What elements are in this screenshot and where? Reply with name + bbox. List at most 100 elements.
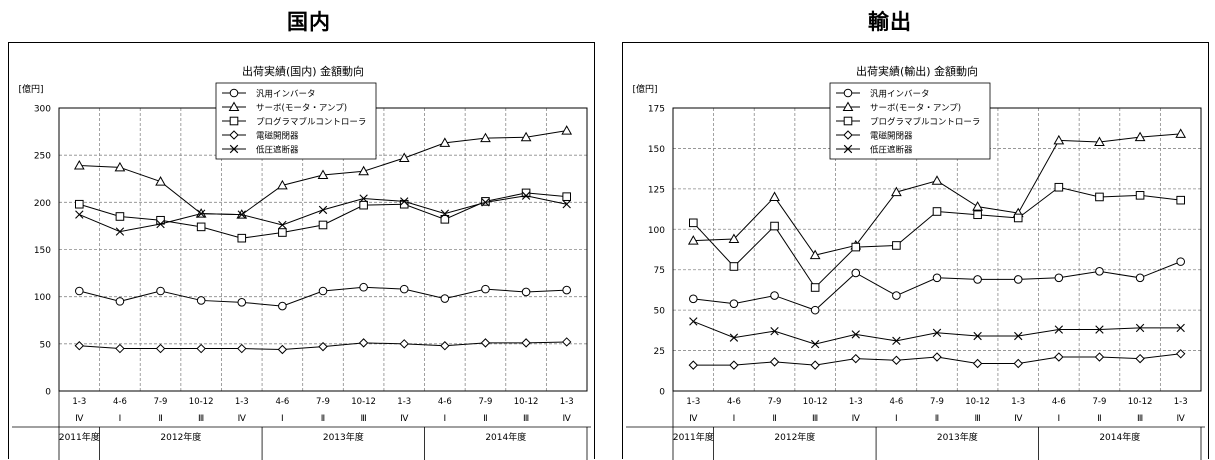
chart-title: 出荷実績(輸出) 金額動向	[856, 64, 978, 78]
legend-entry: 汎用インバータ	[256, 90, 316, 100]
legend-marker	[229, 88, 239, 98]
data-point	[810, 305, 820, 315]
data-point	[277, 179, 288, 190]
data-point	[481, 197, 490, 206]
fiscal-year-label: 2011年度	[59, 431, 100, 443]
y-tick-label: 200	[34, 199, 51, 209]
data-point	[562, 192, 571, 201]
data-point	[115, 212, 125, 221]
data-point	[973, 210, 982, 220]
data-point	[237, 233, 247, 243]
data-point	[769, 357, 780, 367]
quarter-label: Ⅰ	[119, 414, 122, 424]
data-point	[769, 191, 780, 201]
data-point	[1135, 273, 1145, 283]
y-tick-label: 25	[654, 347, 665, 357]
quarter-label: Ⅰ	[1058, 414, 1061, 424]
data-point	[851, 242, 861, 252]
data-point	[1134, 131, 1146, 142]
data-point	[318, 205, 328, 215]
legend-marker	[843, 130, 853, 140]
data-point	[1095, 192, 1104, 202]
quarter-label: Ⅱ	[772, 414, 776, 424]
x-tick-label: 1-3	[235, 397, 249, 407]
legend-entry: サーボ(モータ・アンプ)	[870, 104, 961, 114]
legend-marker	[842, 101, 854, 111]
quarter-label: Ⅱ	[483, 414, 487, 424]
quarter-label: Ⅳ	[400, 414, 409, 424]
legend-marker	[229, 116, 239, 126]
data-point	[521, 338, 531, 348]
data-point	[1176, 257, 1185, 266]
quarter-label: Ⅳ	[1014, 414, 1023, 424]
domestic-chart-panel: 出荷実績(国内) 金額動向 [億円] 0 50 100 150 200 250 300 1-3 Ⅳ 4…	[8, 42, 595, 460]
quarter-label: Ⅳ	[689, 414, 698, 424]
y-tick-label: 125	[648, 185, 665, 195]
data-point	[317, 169, 329, 179]
y-tick-label: 75	[654, 266, 665, 276]
quarter-label: Ⅳ	[238, 414, 247, 424]
data-point	[278, 220, 287, 230]
data-point	[729, 333, 739, 342]
data-point	[196, 343, 206, 354]
x-tick-label: 4-6	[727, 397, 741, 407]
data-point	[358, 165, 369, 176]
legend-entry: プログラマブルコントローラ	[256, 117, 366, 128]
data-point	[318, 286, 328, 296]
y-tick-label: 50	[654, 307, 666, 317]
y-axis-label: [億円]	[632, 83, 657, 95]
x-tick-label: 1-3	[560, 397, 574, 407]
x-tick-label: 10-12	[965, 397, 990, 407]
data-point	[115, 343, 125, 354]
fiscal-year-label: 2012年度	[774, 431, 815, 443]
data-point	[156, 219, 165, 229]
data-point	[562, 285, 571, 295]
x-tick-label: 7-9	[479, 397, 493, 407]
data-point	[810, 360, 820, 370]
data-point	[480, 132, 491, 143]
data-point	[729, 262, 739, 271]
export-heading: 輸出	[868, 10, 912, 34]
data-point	[770, 221, 779, 231]
data-point	[1095, 325, 1104, 334]
data-point	[972, 201, 983, 211]
data-point	[359, 200, 368, 210]
quarter-label: Ⅳ	[1177, 414, 1186, 424]
x-tick-label: 7-9	[768, 397, 782, 407]
data-point	[851, 268, 861, 278]
x-tick-label: 7-9	[930, 397, 944, 407]
legend-marker	[843, 88, 853, 98]
x-tick-label: 7-9	[316, 397, 330, 407]
y-tick-label: 100	[648, 226, 665, 236]
x-tick-label: 1-3	[686, 397, 700, 407]
data-point	[115, 227, 125, 236]
data-point	[521, 188, 531, 198]
export-chart: 出荷実績(輸出) 金額動向 [億円] 0 25 50 75 100 125 150 175 1-3 Ⅳ…	[626, 64, 1205, 460]
x-tick-label: 4-6	[889, 397, 903, 407]
quarter-label: Ⅱ	[321, 414, 325, 424]
domestic-chart: 出荷実績(国内) 金額動向 [億円] 0 50 100 150 200 250 300 1-3 Ⅳ 4…	[12, 64, 591, 460]
data-point	[196, 296, 206, 305]
x-tick-label: 4-6	[1052, 397, 1066, 407]
data-point	[318, 341, 328, 352]
legend-entry: サーボ(モータ・アンプ)	[256, 104, 347, 114]
data-point	[1135, 353, 1145, 364]
data-point	[73, 160, 85, 170]
data-point	[399, 284, 409, 294]
y-tick-label: 300	[34, 105, 51, 115]
legend-marker	[843, 116, 853, 126]
data-point	[1013, 358, 1023, 369]
data-point	[1176, 323, 1185, 333]
data-point	[114, 161, 126, 172]
quarter-label: Ⅰ	[895, 414, 898, 424]
quarter-label: Ⅱ	[1097, 414, 1101, 424]
data-point	[480, 338, 491, 348]
data-point	[1175, 128, 1187, 138]
data-point	[932, 207, 942, 216]
data-point	[1176, 195, 1185, 205]
x-tick-label: 4-6	[275, 397, 289, 407]
data-point	[318, 220, 328, 230]
x-tick-label: 1-3	[1011, 397, 1025, 407]
data-point	[770, 326, 779, 336]
data-point	[277, 344, 288, 355]
